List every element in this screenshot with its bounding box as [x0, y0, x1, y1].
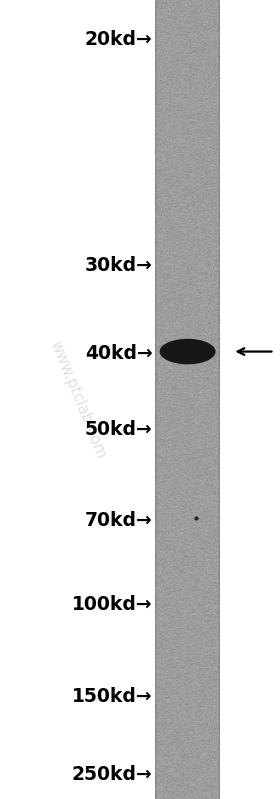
Text: 100kd→: 100kd→	[72, 595, 153, 614]
Text: 70kd→: 70kd→	[85, 511, 153, 531]
Text: 40kd→: 40kd→	[85, 344, 153, 364]
Text: 20kd→: 20kd→	[85, 30, 153, 49]
Bar	[155, 0, 156, 799]
Text: 50kd→: 50kd→	[85, 420, 153, 439]
Bar	[218, 0, 220, 799]
Bar	[219, 0, 220, 799]
Text: 150kd→: 150kd→	[72, 687, 153, 706]
Bar	[155, 0, 157, 799]
Text: 250kd→: 250kd→	[72, 765, 153, 784]
Ellipse shape	[160, 339, 216, 364]
Text: www.ptclab.com: www.ptclab.com	[48, 338, 109, 461]
Text: 30kd→: 30kd→	[85, 256, 153, 275]
